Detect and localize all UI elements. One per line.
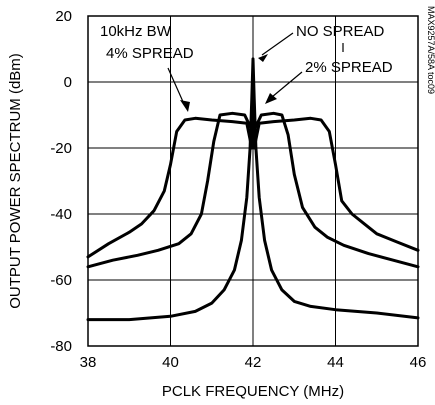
tick-labels: 38 40 42 44 46 20 0 -20 -40 -60 -80 xyxy=(50,8,426,371)
arrowhead-2pct-spread xyxy=(265,93,277,104)
y-tick-label: 0 xyxy=(64,74,72,91)
y-tick-label: -80 xyxy=(50,338,72,355)
series-line-2-spread xyxy=(86,111,420,269)
y-axis-title: OUTPUT POWER SPECTRUM (dBm) xyxy=(7,53,24,309)
series-line-4-spread xyxy=(86,106,420,259)
leader-2pct-spread xyxy=(271,71,303,98)
arrowhead-no-spread xyxy=(258,54,268,62)
x-tick-label: 42 xyxy=(245,354,262,371)
x-tick-label: 38 xyxy=(80,354,97,371)
x-tick-label: 40 xyxy=(162,354,179,371)
plot-frame xyxy=(87,15,419,347)
leader-no-spread xyxy=(261,32,294,56)
x-tick-label: 46 xyxy=(410,354,427,371)
annotation-no-spread: NO SPREAD xyxy=(296,23,385,40)
y-tick-label: 20 xyxy=(55,8,72,25)
part-number-label: MAX9257A/58A toc09 xyxy=(426,6,435,94)
x-tick-label: 44 xyxy=(327,354,344,371)
y-tick-label: -60 xyxy=(50,272,72,289)
annotation-bandwidth: 10kHz BW xyxy=(100,23,172,40)
x-axis-title: PCLK FREQUENCY (MHz) xyxy=(162,383,344,400)
leader-4pct-spread xyxy=(167,67,185,105)
arrowhead-4pct-spread xyxy=(180,100,190,112)
series-group xyxy=(86,57,420,322)
annotation-2pct-spread: 2% SPREAD xyxy=(305,59,393,76)
annotation-4pct-spread: 4% SPREAD xyxy=(106,45,194,62)
y-tick-label: -40 xyxy=(50,206,72,223)
series-line-no-spread xyxy=(86,57,420,322)
y-tick-label: -20 xyxy=(50,140,72,157)
